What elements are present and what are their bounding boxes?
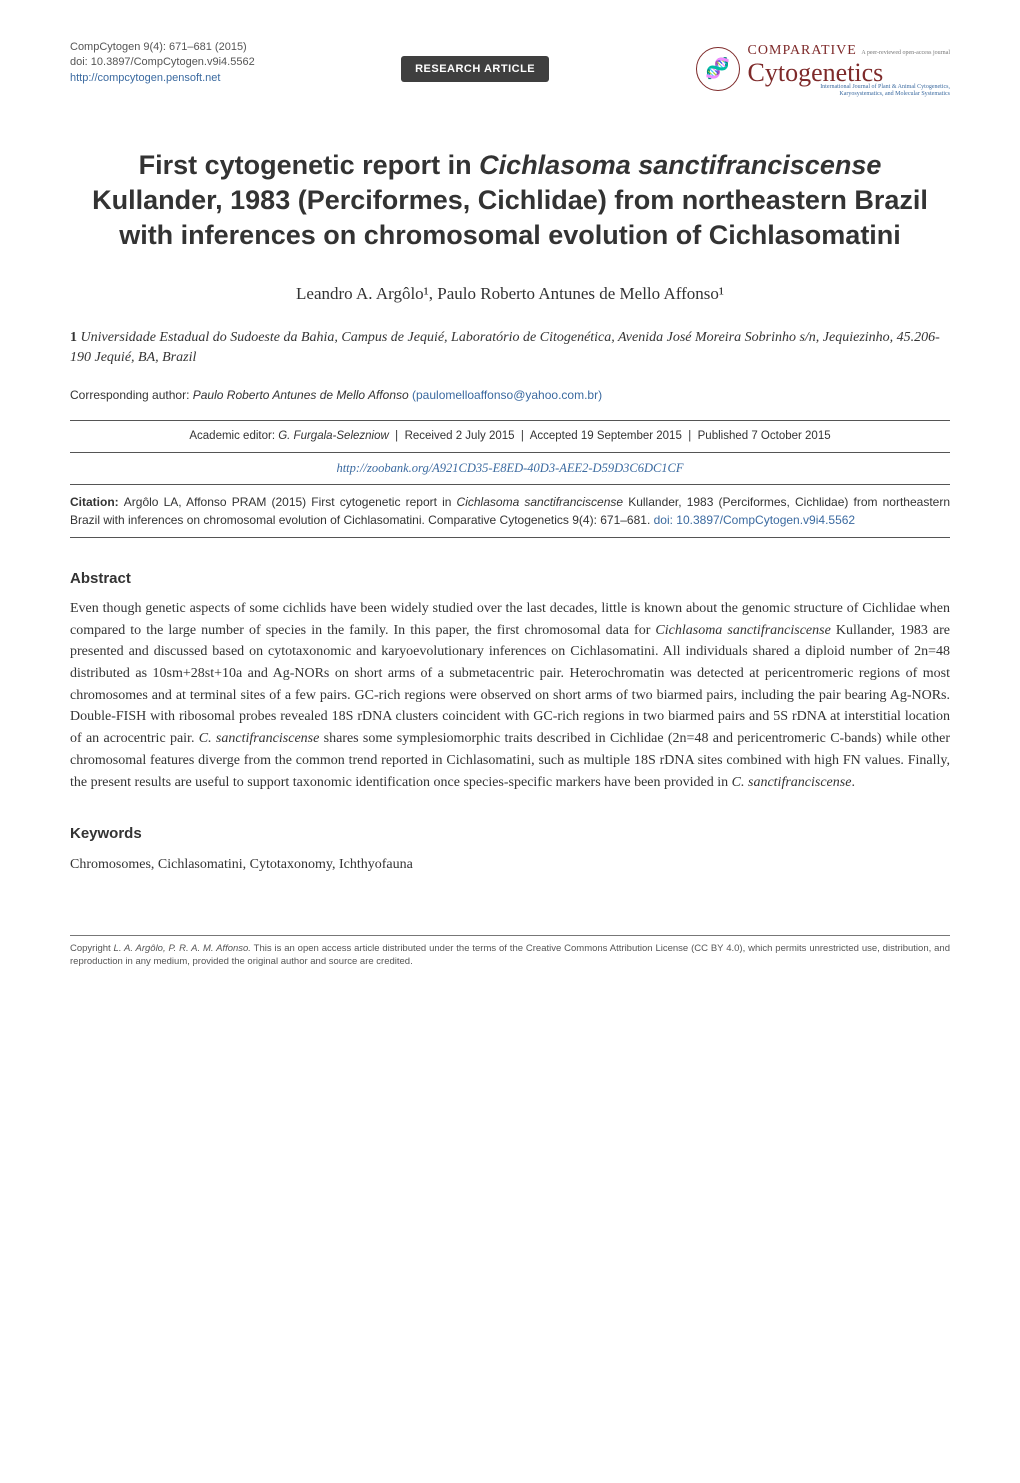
journal-name: Cytogenetics: [748, 61, 950, 84]
copyright-label: Copyright: [70, 943, 114, 954]
dna-icon: 🧬: [705, 54, 730, 84]
citation-species: Cichlasoma sanctifranciscense: [457, 495, 624, 509]
citation-label: Citation:: [70, 495, 124, 509]
keywords-body: Chromosomes, Cichlasomatini, Cytotaxonom…: [70, 854, 950, 875]
journal-subtitle-2: Karyosystematics, and Molecular Systemat…: [748, 91, 950, 98]
article-title: First cytogenetic report in Cichlasoma s…: [80, 148, 940, 253]
copyright-footer: Copyright L. A. Argôlo, P. R. A. M. Affo…: [70, 942, 950, 969]
citation-doi[interactable]: doi: 10.3897/CompCytogen.v9i4.5562: [654, 513, 855, 527]
title-part-1: First cytogenetic report in: [139, 150, 480, 180]
journal-logo: 🧬 COMPARATIVE A peer-reviewed open-acces…: [696, 40, 950, 98]
journal-url[interactable]: http://compcytogen.pensoft.net: [70, 72, 220, 84]
editor-name: G. Furgala-Selezniow: [278, 430, 389, 442]
published-date: Published 7 October 2015: [698, 430, 831, 442]
affiliation-number: 1: [70, 330, 77, 345]
abstract-i1: Cichlasoma sanctifranciscense: [655, 623, 830, 638]
abstract-i3: C. sanctifranciscense: [732, 775, 852, 790]
journal-oa: A peer-reviewed open-access journal: [861, 50, 950, 56]
abstract-i2: C. sanctifranciscense: [199, 731, 320, 746]
journal-ref: CompCytogen 9(4): 671–681 (2015): [70, 40, 255, 55]
editor-label: Academic editor:: [189, 430, 278, 442]
journal-title-block: COMPARATIVE A peer-reviewed open-access …: [748, 40, 950, 98]
footer-divider: [70, 935, 950, 936]
divider: [70, 537, 950, 538]
corresponding-label: Corresponding author:: [70, 388, 193, 402]
abstract-body: Even though genetic aspects of some cich…: [70, 598, 950, 793]
received-date: Received 2 July 2015: [405, 430, 515, 442]
article-history: Academic editor: G. Furgala-Selezniow | …: [70, 421, 950, 452]
doi: doi: 10.3897/CompCytogen.v9i4.5562: [70, 55, 255, 70]
corresponding-author: Corresponding author: Paulo Roberto Antu…: [70, 386, 950, 404]
zoobank-link[interactable]: http://zoobank.org/A921CD35-E8ED-40D3-AE…: [70, 453, 950, 484]
affiliation: 1 Universidade Estadual do Sudoeste da B…: [70, 328, 950, 367]
header: CompCytogen 9(4): 671–681 (2015) doi: 10…: [70, 40, 950, 98]
accepted-date: Accepted 19 September 2015: [530, 430, 682, 442]
affiliation-text: Universidade Estadual do Sudoeste da Bah…: [70, 330, 940, 365]
copyright-authors: L. A. Argôlo, P. R. A. M. Affonso.: [114, 943, 251, 954]
journal-meta: CompCytogen 9(4): 671–681 (2015) doi: 10…: [70, 40, 255, 86]
abstract-heading: Abstract: [70, 568, 950, 591]
citation: Citation: Argôlo LA, Affonso PRAM (2015)…: [70, 485, 950, 537]
authors: Leandro A. Argôlo¹, Paulo Roberto Antune…: [70, 281, 950, 307]
keywords-heading: Keywords: [70, 823, 950, 846]
abstract-p4: .: [851, 775, 855, 790]
title-species: Cichlasoma sanctifranciscense: [479, 150, 881, 180]
journal-icon: 🧬: [696, 47, 740, 91]
corresponding-email[interactable]: (paulomelloaffonso@yahoo.com.br): [412, 388, 602, 402]
journal-comparative: COMPARATIVE: [748, 43, 857, 58]
title-part-2: Kullander, 1983 (Perciformes, Cichlidae)…: [92, 185, 928, 250]
citation-pre: Argôlo LA, Affonso PRAM (2015) First cyt…: [124, 495, 457, 509]
abstract-p2: Kullander, 1983 are presented and discus…: [70, 623, 950, 746]
corresponding-name: Paulo Roberto Antunes de Mello Affonso: [193, 388, 409, 402]
article-type-badge: RESEARCH ARTICLE: [401, 56, 549, 83]
